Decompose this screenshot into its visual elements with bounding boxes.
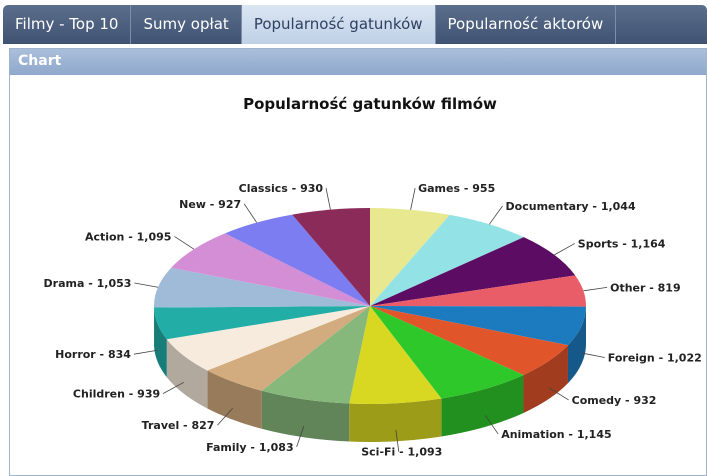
label-leader-horror [133, 349, 158, 355]
label-leader-sports [554, 243, 575, 256]
pie-label-classics: Classics - 930 [239, 182, 324, 195]
label-leader-drama [134, 282, 159, 288]
pie-label-games: Games - 955 [418, 182, 495, 195]
tab-popularnosc-aktorow[interactable]: Popularność aktorów [436, 5, 617, 44]
pie-label-comedy: Comedy - 932 [572, 394, 657, 407]
label-leader-comedy [548, 387, 569, 401]
pie-slice-children[interactable] [166, 306, 370, 371]
pie-label-travel: Travel - 827 [142, 419, 215, 432]
pie-slice-travel[interactable] [207, 306, 370, 391]
label-leader-travel [217, 407, 233, 426]
pie-slice-documentary[interactable] [370, 214, 524, 306]
label-leader-children [162, 381, 185, 394]
label-leader-games [410, 188, 416, 210]
pie-slice-sports[interactable] [370, 237, 576, 306]
tab-popularnosc-gatunkow[interactable]: Popularność gatunków [241, 5, 436, 44]
pie-slice-new[interactable] [225, 214, 370, 306]
label-leader-other [583, 286, 608, 292]
pie-slice-family[interactable] [261, 306, 370, 404]
pie-label-action: Action - 1,095 [85, 230, 171, 243]
pie-label-drama: Drama - 1,053 [44, 277, 132, 290]
pie-slice-horror[interactable] [154, 306, 370, 340]
pie-label-family: Family - 1,083 [206, 441, 293, 454]
pie-slice-drama[interactable] [154, 267, 370, 308]
label-leader-action [174, 236, 195, 250]
pie-side-children [166, 339, 208, 409]
pie-side-horror [154, 307, 167, 378]
pie-slice-sci-fi[interactable] [349, 306, 442, 404]
pie-label-documentary: Documentary - 1,044 [506, 200, 636, 213]
pie-label-foreign: Foreign - 1,022 [608, 351, 702, 364]
chart-title: Popularność gatunków filmów [243, 95, 497, 113]
pie-label-animation: Animation - 1,145 [501, 428, 611, 441]
pie-side-sci-fi [349, 398, 442, 442]
label-leader-new [243, 203, 258, 223]
pie-label-horror: Horror - 834 [55, 348, 131, 361]
pie-slice-foreign[interactable] [370, 306, 586, 346]
pie-label-children: Children - 939 [73, 387, 160, 400]
panel-title: Chart [10, 49, 706, 75]
label-leader-classics [325, 187, 331, 210]
pie-label-other: Other - 819 [610, 281, 681, 294]
pie-slice-games[interactable] [370, 208, 450, 306]
pie-slice-other[interactable] [370, 275, 586, 307]
label-leader-foreign [581, 352, 605, 358]
pie-side-animation [441, 374, 524, 437]
tab-bar: Filmy - Top 10 Sumy opłat Popularność ga… [3, 5, 707, 44]
pie-slice-animation[interactable] [370, 306, 524, 399]
label-leader-sci-fi [395, 429, 400, 452]
pie-side-foreign [567, 306, 586, 384]
pie-side-travel [207, 370, 262, 429]
pie-slice-comedy[interactable] [370, 306, 568, 375]
pie-label-sci-fi: Sci-Fi - 1,093 [361, 446, 442, 459]
tab-sumy-oplat[interactable]: Sumy opłat [131, 5, 242, 44]
pie-slice-action[interactable] [171, 233, 370, 306]
label-leader-documentary [488, 205, 503, 225]
pie-slice-classics[interactable] [292, 208, 370, 306]
label-leader-animation [485, 415, 499, 435]
pie-side-family [261, 390, 350, 442]
pie-label-sports: Sports - 1,164 [578, 237, 666, 250]
pie-label-new: New - 927 [179, 198, 241, 211]
tab-top10[interactable]: Filmy - Top 10 [3, 5, 132, 44]
label-leader-family [296, 425, 305, 447]
pie-side-comedy [523, 345, 568, 413]
